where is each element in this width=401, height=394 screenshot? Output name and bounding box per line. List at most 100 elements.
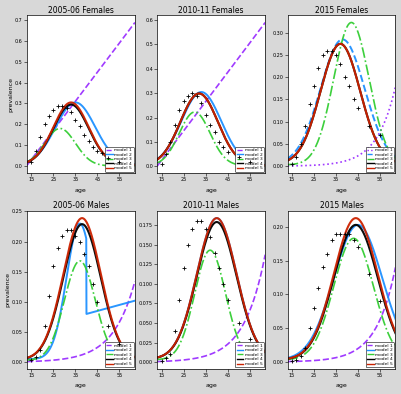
Point	[163, 355, 169, 361]
Point	[235, 320, 242, 326]
Point	[216, 265, 222, 271]
Point	[99, 150, 105, 156]
Point	[302, 123, 308, 129]
Point	[94, 148, 101, 154]
Point	[198, 218, 205, 225]
Point	[81, 132, 87, 138]
Point	[158, 161, 165, 167]
Point	[198, 100, 205, 106]
Legend: model 1, model 2, model 3, model 4, model 5: model 1, model 2, model 3, model 4, mode…	[235, 342, 264, 367]
Point	[176, 296, 182, 303]
Point	[366, 271, 372, 277]
Point	[59, 102, 65, 109]
Point	[346, 230, 352, 237]
Point	[377, 132, 383, 138]
Point	[172, 328, 178, 334]
Point	[55, 102, 61, 109]
Point	[311, 83, 317, 89]
Point	[306, 101, 313, 107]
Y-axis label: prevalence: prevalence	[9, 77, 14, 112]
Point	[342, 230, 348, 237]
Point	[50, 107, 57, 113]
Point	[167, 139, 174, 145]
Title: 2010-11 Males: 2010-11 Males	[183, 201, 239, 210]
Point	[59, 232, 65, 239]
Point	[337, 61, 344, 67]
Point	[328, 47, 335, 54]
Point	[235, 154, 242, 160]
Point	[311, 305, 317, 311]
Point	[377, 298, 383, 304]
Legend: model 1, model 2, model 3, model 4, model 5: model 1, model 2, model 3, model 4, mode…	[235, 147, 264, 172]
Point	[350, 96, 357, 102]
Point	[180, 97, 187, 104]
Point	[116, 341, 123, 347]
Title: 2015 Males: 2015 Males	[320, 201, 363, 210]
Point	[46, 113, 52, 119]
Point	[55, 245, 61, 251]
Point	[185, 242, 191, 248]
Point	[289, 358, 295, 364]
Point	[211, 249, 218, 256]
Point	[289, 161, 295, 167]
Point	[41, 121, 48, 127]
Point	[68, 109, 74, 115]
Point	[342, 74, 348, 80]
Point	[68, 227, 74, 233]
Point	[293, 154, 300, 160]
Point	[37, 134, 43, 140]
Title: 2005-06 Males: 2005-06 Males	[53, 201, 109, 210]
Point	[194, 93, 200, 99]
Point	[220, 281, 227, 287]
Point	[63, 227, 70, 233]
Point	[105, 323, 112, 329]
Point	[350, 237, 357, 243]
Point	[315, 284, 322, 291]
Point	[298, 353, 304, 360]
Point	[298, 141, 304, 147]
X-axis label: age: age	[336, 383, 347, 388]
Point	[90, 144, 96, 151]
Point	[328, 237, 335, 243]
Title: 2015 Females: 2015 Females	[315, 6, 368, 15]
Point	[189, 226, 196, 232]
Point	[355, 244, 361, 250]
X-axis label: age: age	[75, 383, 87, 388]
Point	[225, 296, 231, 303]
Point	[306, 325, 313, 331]
Point	[32, 354, 39, 361]
Legend: model 1, model 2, model 3, model 4, model 5: model 1, model 2, model 3, model 4, mode…	[105, 147, 134, 172]
Legend: model 1, model 2, model 3, model 4, model 5: model 1, model 2, model 3, model 4, mode…	[366, 342, 394, 367]
Point	[220, 144, 227, 150]
Legend: model 1, model 2, model 3, model 4, model 5: model 1, model 2, model 3, model 4, mode…	[105, 342, 134, 367]
Point	[90, 281, 96, 287]
X-axis label: age: age	[75, 188, 87, 193]
Point	[320, 264, 326, 271]
X-axis label: age: age	[205, 188, 217, 193]
Point	[189, 90, 196, 97]
Point	[355, 105, 361, 112]
Point	[324, 251, 330, 257]
X-axis label: age: age	[336, 188, 347, 193]
Point	[167, 351, 174, 357]
Point	[46, 293, 52, 299]
Point	[50, 262, 57, 269]
Point	[194, 218, 200, 225]
Legend: model 1, model 2, model 3, model 4, model 5: model 1, model 2, model 3, model 4, mode…	[366, 147, 394, 172]
Point	[333, 230, 339, 237]
Point	[337, 230, 344, 237]
Point	[315, 65, 322, 71]
Point	[207, 234, 213, 240]
Point	[28, 357, 34, 364]
Point	[72, 232, 79, 239]
Point	[81, 251, 87, 257]
Point	[293, 357, 300, 363]
Point	[324, 47, 330, 54]
Point	[203, 226, 209, 232]
Point	[211, 129, 218, 136]
Point	[203, 112, 209, 118]
Point	[185, 93, 191, 99]
Point	[63, 104, 70, 111]
Point	[32, 148, 39, 154]
Point	[247, 158, 253, 165]
